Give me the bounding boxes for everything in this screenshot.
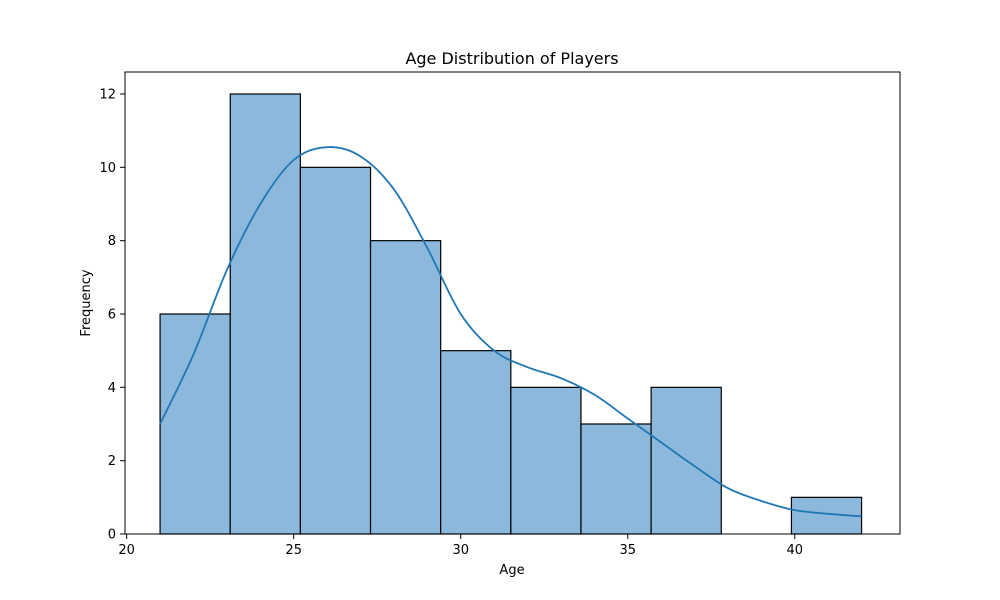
bars-layer — [159, 93, 863, 535]
kde-layer — [159, 146, 862, 518]
chart-title: Age Distribution of Players — [405, 49, 618, 68]
y-tick-label: 2 — [108, 454, 116, 469]
x-tick-label: 30 — [452, 543, 469, 558]
y-tick-label: 10 — [99, 161, 116, 176]
y-axis-ticks: 0 2 4 6 8 10 12 — [99, 88, 125, 543]
x-axis-ticks: 20 25 30 35 40 — [118, 534, 803, 558]
y-axis-label: Frequency — [79, 269, 94, 336]
x-tick-label: 20 — [118, 543, 135, 558]
x-axis-label: Age — [499, 563, 524, 578]
plot-frame — [124, 71, 901, 535]
histogram-bar — [299, 166, 372, 535]
y-tick-label: 0 — [108, 528, 116, 543]
y-tick-label: 4 — [108, 381, 116, 396]
histogram-bar — [580, 423, 652, 535]
histogram-bar — [440, 350, 512, 535]
histogram-bar — [159, 313, 231, 535]
y-tick-label: 12 — [99, 88, 116, 103]
y-tick-label: 8 — [108, 234, 116, 249]
kde-line — [159, 146, 862, 518]
histogram-bar — [369, 240, 442, 535]
histogram-bar — [510, 386, 582, 535]
y-tick-label: 6 — [108, 308, 116, 323]
x-tick-label: 25 — [285, 543, 302, 558]
x-tick-label: 40 — [787, 543, 804, 558]
x-tick-label: 35 — [619, 543, 636, 558]
histogram-bar — [229, 93, 301, 535]
